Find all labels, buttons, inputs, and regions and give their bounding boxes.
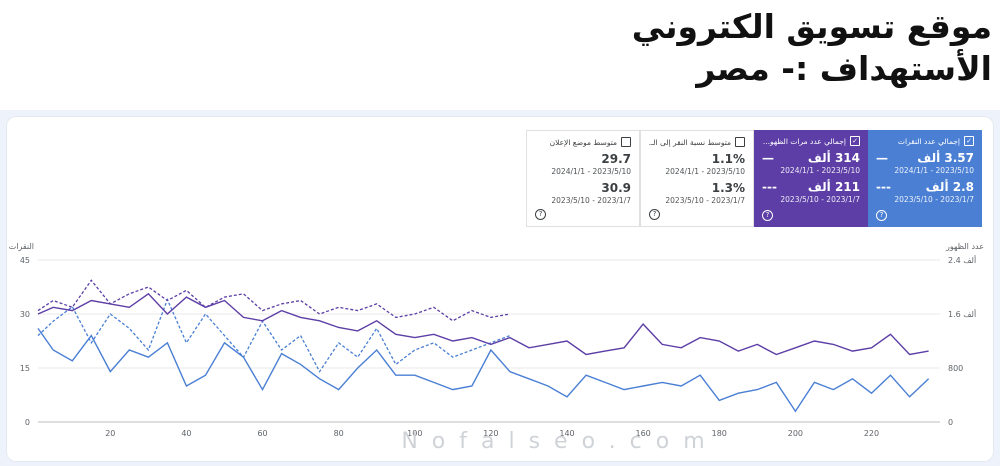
metric-card-clicks[interactable]: ✓ إجمالي عدد النقرات 3.57 ألف — 2024/1/1 -… bbox=[868, 130, 982, 227]
x-tick-label: 200 bbox=[788, 429, 803, 438]
title-line-1: موقع تسويق الكتروني bbox=[631, 7, 992, 46]
solid-line-marker: — bbox=[876, 151, 888, 165]
metric-label: إجمالي عدد النقرات bbox=[897, 136, 960, 146]
x-tick-label: 160 bbox=[635, 429, 650, 438]
metric-card-impressions[interactable]: ✓ إجمالي عدد مرات الظهو... 314 ألف — 2024/… bbox=[754, 130, 868, 227]
metric-value-previous: 30.9 bbox=[601, 181, 631, 195]
date-range-current: 2024/1/1 - 2023/5/10 bbox=[665, 167, 745, 176]
title-line-2: الأستهداف :- مصر bbox=[696, 49, 992, 88]
help-icon[interactable]: ? bbox=[762, 210, 773, 221]
help-icon[interactable]: ? bbox=[876, 210, 887, 221]
left-tick-label: 30 bbox=[20, 310, 30, 319]
checkbox-unchecked-icon[interactable] bbox=[621, 137, 631, 147]
dashed-line-marker: --- bbox=[876, 180, 891, 194]
right-tick-label: 0 bbox=[948, 418, 953, 427]
metric-label: إجمالي عدد مرات الظهو... bbox=[762, 136, 846, 146]
page-title: موقع تسويق الكتروني الأستهداف :- مصر bbox=[632, 6, 992, 90]
left-axis-ticks: 0 15 30 45 bbox=[20, 256, 30, 427]
help-icon[interactable]: ? bbox=[535, 209, 546, 220]
checkbox-checked-icon[interactable]: ✓ bbox=[850, 136, 860, 146]
left-tick-label: 45 bbox=[20, 256, 30, 265]
metric-value-current: 29.7 bbox=[601, 152, 631, 166]
x-tick-label: 80 bbox=[334, 429, 344, 438]
metric-label: متوسط نسبة النقر إلى الـ... bbox=[649, 137, 731, 147]
right-axis-ticks: 0 800 1.6 ألف 2.4 ألف bbox=[948, 255, 976, 427]
clicks-current-line bbox=[37, 327, 930, 413]
x-tick-label: 180 bbox=[712, 429, 727, 438]
metric-value-previous: 211 ألف bbox=[807, 180, 860, 194]
clicks-previous-line bbox=[37, 297, 511, 373]
right-tick-label: 1.6 ألف bbox=[948, 309, 976, 319]
help-icon[interactable]: ? bbox=[649, 209, 660, 220]
x-tick-label: 140 bbox=[559, 429, 574, 438]
chart-series bbox=[37, 279, 930, 413]
right-tick-label: 2.4 ألف bbox=[948, 255, 976, 265]
date-range-previous: 2023/5/10 - 2023/1/7 bbox=[894, 195, 974, 204]
chart-grid bbox=[38, 259, 940, 423]
checkbox-checked-icon[interactable]: ✓ bbox=[964, 136, 974, 146]
x-tick-label: 100 bbox=[407, 429, 422, 438]
right-tick-label: 800 bbox=[948, 364, 963, 373]
metric-value-current: 3.57 ألف bbox=[917, 151, 974, 165]
watermark-text: Nofalseo.com bbox=[401, 429, 718, 454]
metric-value-previous: 2.8 ألف bbox=[925, 180, 974, 194]
metric-value-current: 314 ألف bbox=[807, 151, 860, 165]
checkbox-unchecked-icon[interactable] bbox=[735, 137, 745, 147]
x-tick-label: 20 bbox=[105, 429, 115, 438]
date-range-previous: 2023/5/10 - 2023/1/7 bbox=[665, 196, 745, 205]
metric-value-current: 1.1% bbox=[711, 152, 745, 166]
date-range-current: 2024/1/1 - 2023/5/10 bbox=[780, 166, 860, 175]
impressions-previous-line bbox=[37, 279, 511, 322]
impressions-current-line bbox=[37, 292, 929, 356]
date-range-current: 2024/1/1 - 2023/5/10 bbox=[894, 166, 974, 175]
metric-card-position[interactable]: متوسط موضع الإعلان 29.7 2024/1/1 - 2023/… bbox=[526, 130, 640, 227]
metric-label: متوسط موضع الإعلان bbox=[549, 137, 617, 147]
metric-value-previous: 1.3% bbox=[711, 181, 745, 195]
x-tick-label: 40 bbox=[181, 429, 191, 438]
performance-chart: 0 15 30 45 0 800 1.6 ألف 2.4 ألف 20 40 60 80 100 12… bbox=[9, 242, 984, 454]
x-axis-ticks: 20 40 60 80 100 120 140 160 180 200 220 bbox=[105, 429, 879, 438]
left-tick-label: 0 bbox=[25, 418, 30, 427]
date-range-current: 2024/1/1 - 2023/5/10 bbox=[551, 167, 631, 176]
x-tick-label: 60 bbox=[257, 429, 267, 438]
date-range-previous: 2023/5/10 - 2023/1/7 bbox=[780, 195, 860, 204]
metric-card-ctr[interactable]: متوسط نسبة النقر إلى الـ... 1.1% 2024/1/… bbox=[640, 130, 754, 227]
x-tick-label: 220 bbox=[864, 429, 879, 438]
solid-line-marker: — bbox=[762, 151, 774, 165]
x-tick-label: 120 bbox=[483, 429, 498, 438]
left-axis-label: النقرات bbox=[9, 242, 34, 251]
date-range-previous: 2023/5/10 - 2023/1/7 bbox=[551, 196, 631, 205]
dashed-line-marker: --- bbox=[762, 180, 777, 194]
right-axis-label: عدد الظهور bbox=[945, 242, 984, 251]
left-tick-label: 15 bbox=[20, 364, 30, 373]
